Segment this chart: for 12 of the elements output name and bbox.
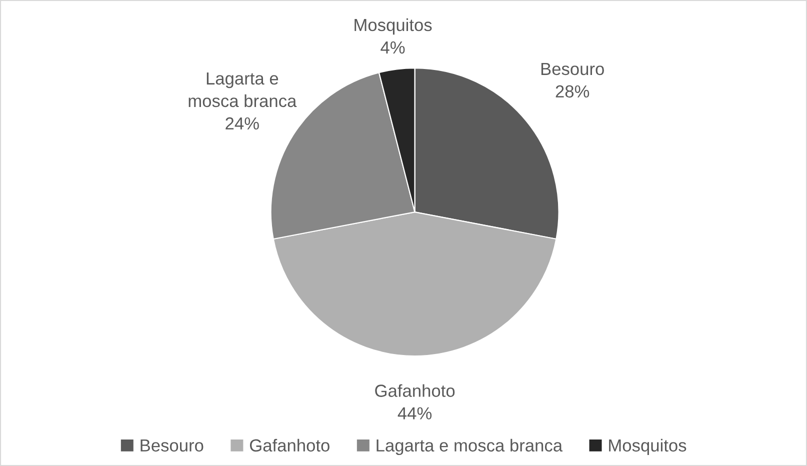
- slice-label: Gafanhoto: [375, 384, 455, 397]
- legend-label: Lagarta e mosca branca: [376, 438, 563, 456]
- slice-label: Besouro: [541, 63, 604, 76]
- data-label: 4%: [380, 41, 405, 54]
- data-label: 28%: [556, 85, 590, 98]
- slice-label: Lagarta e mosca branca: [188, 72, 297, 108]
- legend-label: Gafanhoto: [250, 438, 330, 452]
- legend-label: Mosquitos: [609, 438, 686, 456]
- data-label: 24%: [226, 117, 259, 130]
- data-label: 44%: [398, 407, 432, 420]
- slice-label: Mosquitos: [354, 18, 432, 35]
- legend-label: Besouro: [140, 439, 204, 452]
